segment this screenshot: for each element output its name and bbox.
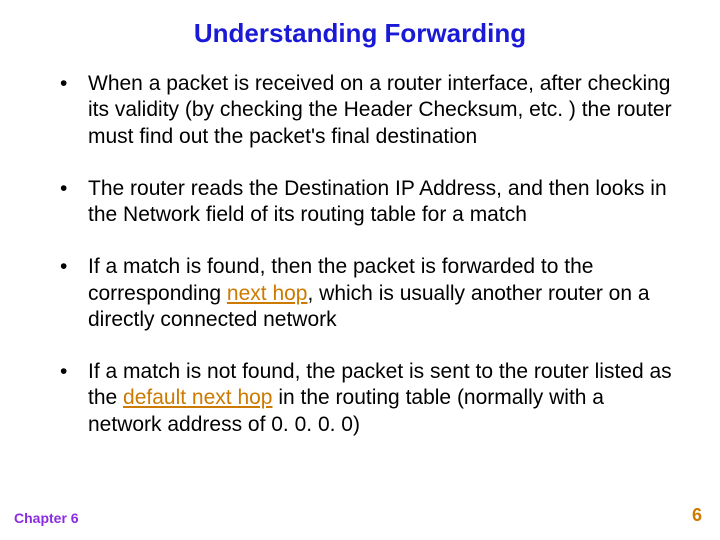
- bullet-text-pre: When a packet is received on a router in…: [88, 72, 672, 148]
- footer-chapter: Chapter 6: [14, 510, 79, 526]
- list-item: The router reads the Destination IP Addr…: [60, 176, 682, 229]
- bullet-text-pre: The router reads the Destination IP Addr…: [88, 177, 667, 226]
- list-item: If a match is not found, the packet is s…: [60, 359, 682, 438]
- footer-page-number: 6: [692, 505, 702, 526]
- slide-title: Understanding Forwarding: [38, 18, 682, 49]
- bullet-list: When a packet is received on a router in…: [38, 71, 682, 438]
- list-item: When a packet is received on a router in…: [60, 71, 682, 150]
- list-item: If a match is found, then the packet is …: [60, 254, 682, 333]
- bullet-text-highlight: default next hop: [123, 386, 272, 409]
- slide: Understanding Forwarding When a packet i…: [0, 0, 720, 540]
- bullet-text-highlight: next hop: [227, 282, 308, 305]
